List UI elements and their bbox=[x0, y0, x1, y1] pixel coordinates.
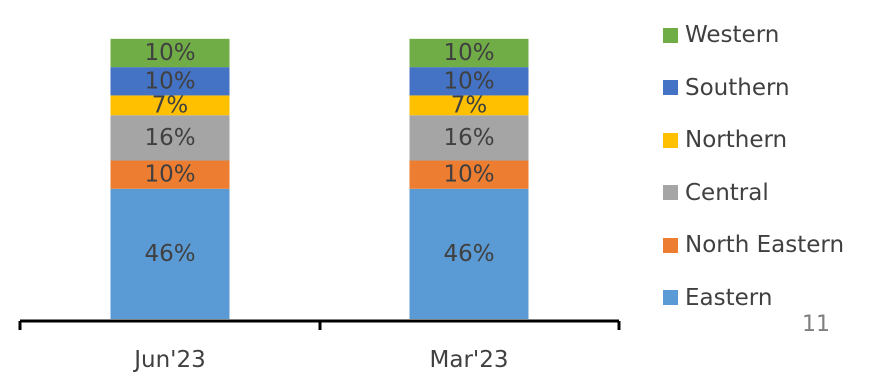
bar-segment-eastern-jun-23 bbox=[110, 188, 230, 319]
bar-segment-northern-mar-23 bbox=[409, 95, 529, 116]
legend-swatch-western bbox=[663, 27, 678, 43]
bar-segment-northern-jun-23 bbox=[110, 95, 230, 116]
legend-label-central: Central bbox=[685, 179, 769, 206]
data-label-central-jun-23: 16% bbox=[144, 125, 195, 151]
legend-item-eastern: Eastern bbox=[663, 283, 772, 313]
data-label-northern-jun-23: 7% bbox=[152, 92, 189, 118]
bar-segment-central-mar-23 bbox=[409, 115, 529, 161]
bar-segment-western-jun-23 bbox=[110, 38, 230, 68]
x-tick-label-jun-23: Jun'23 bbox=[132, 347, 206, 373]
legend-label-north-eastern: North Eastern bbox=[685, 232, 845, 258]
legend-label-northern: Northern bbox=[685, 127, 788, 153]
segment-labels-group: 46%10%16%7%10%10%46%10%16%7%10%10% bbox=[144, 40, 494, 267]
data-label-southern-jun-23: 10% bbox=[144, 68, 195, 94]
data-label-western-jun-23: 10% bbox=[144, 40, 195, 66]
data-label-eastern-mar-23: 46% bbox=[443, 241, 494, 267]
bars-group bbox=[110, 38, 529, 319]
legend-item-north-eastern: North Eastern bbox=[663, 230, 844, 260]
legend-swatch-southern bbox=[663, 80, 678, 95]
data-label-northern-mar-23: 7% bbox=[451, 92, 488, 118]
data-label-western-mar-23: 10% bbox=[443, 40, 494, 66]
data-label-southern-mar-23: 10% bbox=[443, 68, 494, 94]
bar-segment-southern-jun-23 bbox=[110, 67, 230, 96]
legend-item-central: Central bbox=[663, 178, 769, 208]
x-axis bbox=[18, 319, 621, 330]
bar-segment-western-mar-23 bbox=[409, 38, 529, 68]
x-tick-labels: Jun'23 Mar'23 bbox=[132, 347, 508, 373]
bar-segment-north-eastern-mar-23 bbox=[409, 160, 529, 189]
legend-swatch-north-eastern bbox=[663, 237, 678, 253]
data-label-eastern-jun-23: 46% bbox=[144, 241, 195, 267]
legend-label-western: Western bbox=[685, 22, 780, 48]
x-tick-label-mar-23: Mar'23 bbox=[430, 347, 509, 373]
bar-segment-eastern-mar-23 bbox=[409, 188, 529, 319]
legend-item-southern: Southern bbox=[663, 73, 790, 103]
legend-swatch-northern bbox=[663, 132, 678, 148]
legend-label-eastern: Eastern bbox=[685, 284, 773, 311]
data-label-north-eastern-mar-23: 10% bbox=[443, 162, 494, 188]
legend-item-western: Western bbox=[663, 20, 779, 50]
data-label-central-mar-23: 16% bbox=[443, 125, 494, 151]
bar-segment-central-jun-23 bbox=[110, 115, 230, 161]
legend-label-southern: Southern bbox=[685, 74, 790, 101]
bar-segment-southern-mar-23 bbox=[409, 67, 529, 96]
legend-swatch-eastern bbox=[663, 290, 678, 305]
data-label-north-eastern-jun-23: 10% bbox=[144, 162, 195, 188]
page-number: 11 bbox=[802, 312, 830, 337]
legend-swatch-central bbox=[663, 185, 678, 200]
bar-segment-north-eastern-jun-23 bbox=[110, 160, 230, 189]
legend-item-northern: Northern bbox=[663, 125, 787, 155]
